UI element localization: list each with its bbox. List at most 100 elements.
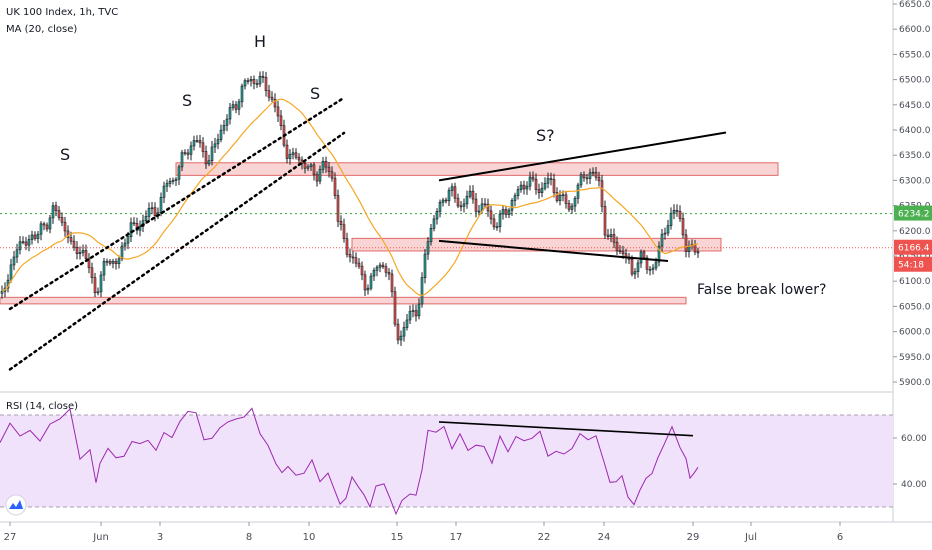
candle-body [318,168,322,182]
time-tick-label: 10 [303,532,316,543]
candle-body [588,172,592,179]
candle-body [540,187,544,194]
candle-body [114,260,118,264]
rsi-band [0,415,893,507]
candle-body [90,267,94,279]
dotted-trendline [8,131,346,371]
tv-logo-mark [9,500,23,509]
price-tick-label: 6300.0 [899,176,931,186]
candle-body [51,205,55,219]
candle-body [534,178,538,190]
candle-body [342,224,346,240]
candle-body [153,207,157,216]
candle-body [15,249,19,258]
price-tick-label: 6500.0 [899,76,931,86]
price-tick-label: 6000.0 [899,328,931,338]
candle-body [546,178,550,184]
time-tick-label: 24 [598,532,611,543]
candle-body [468,190,472,197]
time-tick-label: 29 [687,532,700,543]
candle-body [597,176,601,182]
candle-body [450,186,454,191]
candle-body [369,275,373,289]
candle-body [234,104,238,110]
candle-body [393,291,397,325]
candle-body [48,217,52,230]
candle-body [405,319,409,328]
candle-body [171,180,175,182]
candle-body [684,234,688,252]
candle-body [258,75,262,85]
candle-body [252,79,256,84]
candle-body [186,152,190,155]
candle-body [504,209,508,215]
price-tick-label: 5950.0 [899,353,931,363]
rsi-legend: RSI (14, close) [6,401,79,412]
candle-body [579,174,583,186]
candle-body [489,210,493,220]
tv-logo-icon [5,494,27,516]
solid-trendline [438,239,669,263]
time-tick-label: 3 [157,532,163,543]
candle-body [303,163,307,169]
price-tick-label: 6400.0 [899,126,931,136]
annotation-false-break: False break lower? [697,282,826,298]
annotation-s-q: S? [536,126,555,145]
candle-body [423,253,427,278]
candle-body [270,96,274,100]
candle-body [324,160,328,168]
candle-body [501,209,505,215]
candle-body [456,197,460,207]
candle-body [543,182,547,189]
annotation-s2: S [310,84,320,103]
candle-body [675,209,679,212]
candle-body [561,194,565,197]
candle-body [441,199,445,203]
candle-body [531,176,535,180]
candle-body [276,106,280,117]
candle-body [54,205,58,211]
candle-body [498,213,502,227]
candle-body [387,271,391,275]
candle-body [444,199,448,202]
price-tag-timer: 54:18 [898,261,924,271]
candle-body [552,179,556,193]
candle-body [339,220,343,226]
candle-body [510,200,514,211]
candle-body [651,267,655,270]
candle-body [297,156,301,161]
candle-body [408,311,412,321]
candle-body [591,171,595,174]
candle-body [315,174,319,182]
candle-body [75,246,79,254]
time-tick-label: 15 [391,532,404,543]
candle-body [636,262,640,273]
candle-body [420,277,424,305]
candle-body [24,241,28,246]
candle-body [645,257,649,270]
solid-trendline [438,131,727,182]
candle-body [87,258,91,269]
candle-body [477,210,481,213]
candle-body [174,178,178,181]
candle-body [615,241,619,252]
candle-body [225,118,229,126]
annotation-s-left: S [60,145,70,164]
candle-body [255,83,259,85]
candle-body [663,232,667,235]
candle-body [36,233,40,239]
time-tick-label: 17 [450,532,463,543]
candle-body [111,260,115,264]
candle-body [288,154,292,159]
candle-body [528,176,532,187]
candle-body [180,152,184,168]
candle-body [285,144,289,159]
candle-body [126,236,130,244]
candle-body [429,227,433,242]
price-tick-label: 6100.0 [899,277,931,287]
price-tick-label: 6050.0 [899,302,931,312]
candle-body [105,260,109,263]
candle-body [150,207,154,210]
candle-body [522,184,526,190]
